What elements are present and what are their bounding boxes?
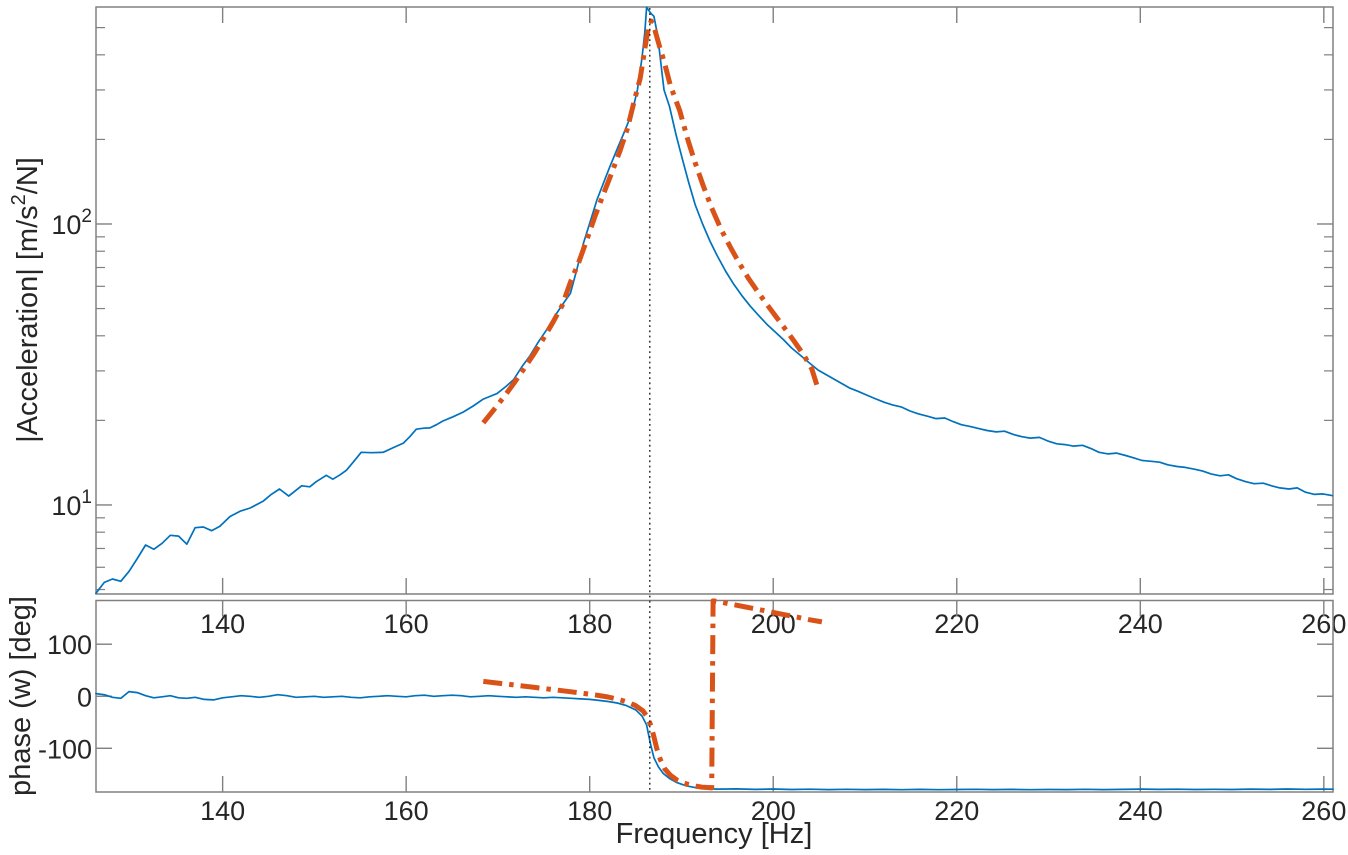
measured-magnitude-curve	[95, 6, 1333, 595]
phase-y-tick-label: 0	[77, 682, 92, 712]
fit-magnitude-curve	[481, 18, 821, 425]
magnitude-y-tick-label: 102	[51, 206, 92, 240]
phase-plot: 140 160 180 200 220 240 260 -100 0 100 phase (w) […	[5, 596, 1346, 850]
phase-x-tick-label: 160	[384, 796, 429, 826]
fit-phase-curve	[483, 598, 823, 791]
phase-y-axis-label: phase (w) [deg]	[5, 596, 37, 796]
phase-x-tick-label: 260	[1301, 796, 1346, 826]
phase-y-tick-label: 100	[47, 630, 92, 660]
phase-x-tick-label: 140	[200, 796, 245, 826]
phase-x-tick-label: 180	[567, 796, 612, 826]
magnitude-plot: 140 160 180 200 220 240 260101102|Acceleration…	[8, 6, 1346, 639]
phase-x-tick-label: 240	[1118, 796, 1163, 826]
phase-x-tick-label: 200	[751, 796, 796, 826]
measured-phase-curve	[95, 690, 1334, 791]
phase-x-tick-label: 220	[934, 796, 979, 826]
phase-y-tick-label: -100	[38, 734, 92, 764]
magnitude-y-tick-label: 101	[51, 487, 92, 521]
x-axis-label: Frequency [Hz]	[616, 818, 813, 850]
magnitude-y-axis-label: |Acceleration| [m/s2/N]	[8, 157, 44, 443]
magnitude-axes-box	[95, 6, 1334, 595]
